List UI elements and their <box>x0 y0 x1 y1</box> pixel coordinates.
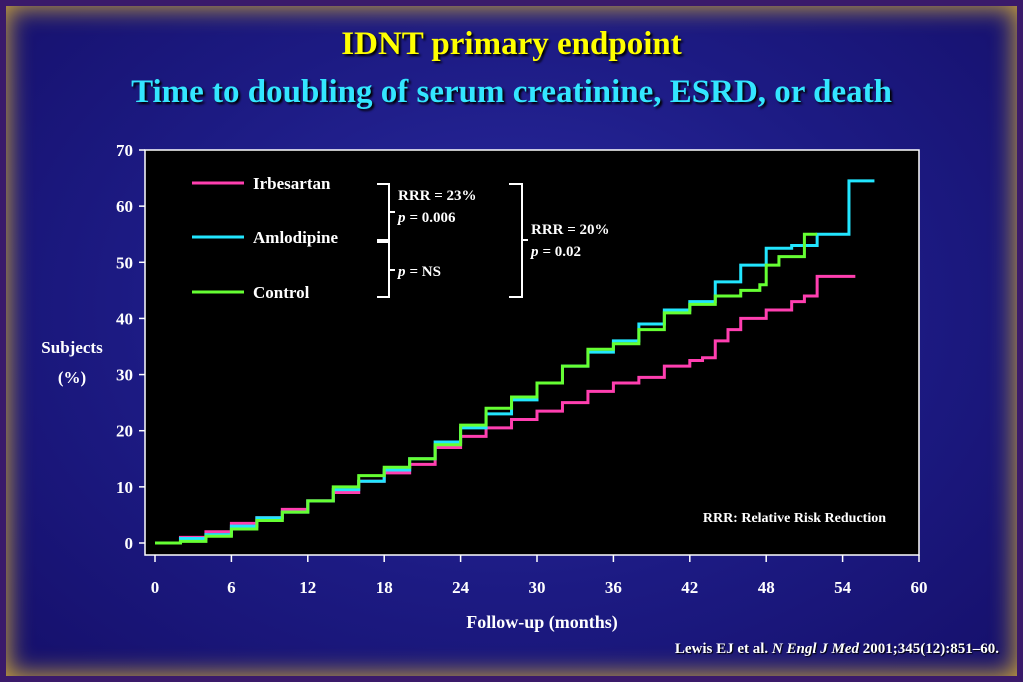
y-axis-label-line2: (%) <box>58 368 86 387</box>
citation-authors: Lewis EJ et al. <box>674 641 769 657</box>
citation: Lewis EJ et al. N Engl J Med 2001;345(12… <box>675 641 999 658</box>
annotation-p-ns: p = NS <box>396 264 441 280</box>
bracket-amlo-control <box>377 241 395 298</box>
legend-label-irbesartan: Irbesartan <box>253 174 331 193</box>
y-tick-label: 50 <box>116 253 133 272</box>
legend: Irbesartan Amlodipine Control <box>192 174 338 302</box>
legend-label-control: Control <box>253 283 310 302</box>
citation-journal: N Engl J Med <box>771 641 860 657</box>
y-tick-label: 40 <box>116 309 133 328</box>
x-tick-label: 24 <box>452 578 470 597</box>
y-tick-label: 0 <box>125 534 134 553</box>
annotation-p-002: p = 0.02 <box>529 244 581 260</box>
citation-details: 2001;345(12):851–60. <box>862 641 999 657</box>
x-tick-label: 60 <box>911 578 928 597</box>
x-tick-label: 0 <box>151 578 160 597</box>
annotation-rrr-20: RRR = 20% <box>531 222 610 238</box>
bracket-irb-amlo <box>377 183 395 241</box>
x-axis: 0 6 12 18 24 30 36 42 48 54 60 <box>151 555 928 597</box>
footnote-rrr: RRR: Relative Risk Reduction <box>703 511 886 526</box>
y-tick-label: 30 <box>116 366 133 385</box>
x-tick-label: 18 <box>376 578 393 597</box>
x-tick-label: 6 <box>227 578 236 597</box>
x-tick-label: 30 <box>529 578 546 597</box>
chart-title: IDNT primary endpoint <box>341 26 682 62</box>
y-tick-label: 20 <box>116 422 133 441</box>
y-tick-label: 10 <box>116 478 133 497</box>
x-tick-label: 48 <box>758 578 775 597</box>
x-tick-label: 12 <box>299 578 316 597</box>
legend-label-amlodipine: Amlodipine <box>253 228 338 247</box>
x-tick-label: 36 <box>605 578 622 597</box>
x-axis-label: Follow-up (months) <box>466 612 618 633</box>
series-line-control <box>155 232 818 545</box>
x-tick-label: 54 <box>834 578 852 597</box>
series-group <box>155 179 875 545</box>
x-tick-label: 42 <box>681 578 698 597</box>
chart-subtitle: Time to doubling of serum creatinine, ES… <box>131 74 892 110</box>
bracket-irb-control <box>509 183 528 298</box>
plot-area <box>144 149 920 556</box>
annotation-p-0006: p = 0.006 <box>396 210 456 226</box>
y-axis-label-line1: Subjects <box>41 338 103 357</box>
y-tick-label: 70 <box>116 141 133 160</box>
y-tick-label: 60 <box>116 197 133 216</box>
annotation-rrr-23: RRR = 23% <box>398 188 477 204</box>
y-axis: 0 10 20 30 40 50 60 70 <box>116 141 145 553</box>
